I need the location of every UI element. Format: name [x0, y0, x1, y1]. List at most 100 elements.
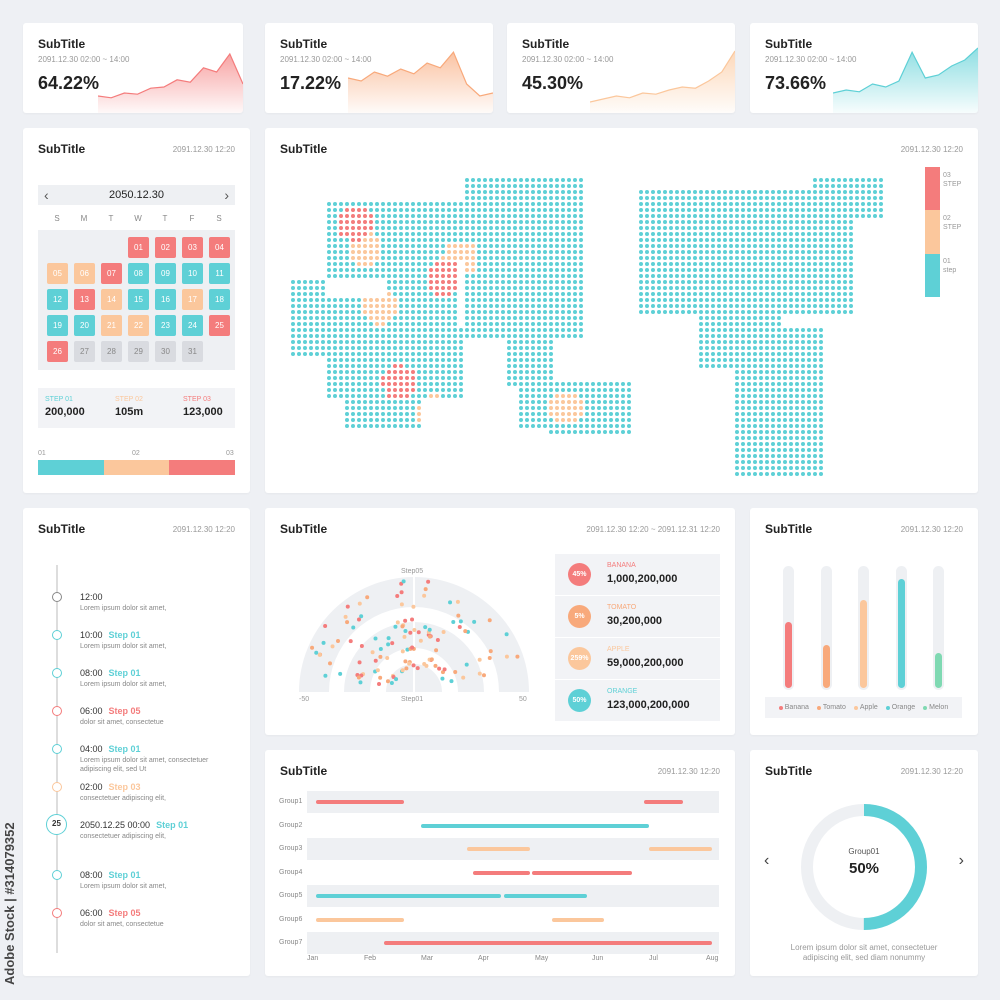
calendar-day[interactable]: 28	[101, 341, 122, 362]
map-dot	[297, 340, 301, 344]
calendar-day[interactable]: 11	[209, 263, 230, 284]
scatter-point	[429, 657, 434, 662]
map-dot	[621, 382, 625, 386]
map-dot	[555, 256, 559, 260]
map-dot	[693, 292, 697, 296]
map-dot	[831, 286, 835, 290]
calendar-day[interactable]: 18	[209, 289, 230, 310]
map-dot	[729, 268, 733, 272]
calendar-day[interactable]: 05	[47, 263, 68, 284]
map-dot	[549, 352, 553, 356]
map-dot	[387, 310, 391, 314]
calendar-day[interactable]: 21	[101, 315, 122, 336]
map-dot	[765, 394, 769, 398]
map-dot	[873, 178, 877, 182]
map-dot	[819, 208, 823, 212]
map-dot	[759, 238, 763, 242]
calendar-day[interactable]: 19	[47, 315, 68, 336]
map-dot	[531, 214, 535, 218]
calendar-day[interactable]: 23	[155, 315, 176, 336]
map-dot	[717, 328, 721, 332]
calendar-day[interactable]: 20	[74, 315, 95, 336]
calendar-day[interactable]: 07	[101, 263, 122, 284]
gantt-bar	[552, 917, 604, 922]
calendar-day[interactable]: 02	[155, 237, 176, 258]
calendar-day[interactable]: 29	[128, 341, 149, 362]
map-dot	[513, 304, 517, 308]
calendar-day[interactable]: 03	[182, 237, 203, 258]
map-dot	[447, 280, 451, 284]
map-dot	[483, 328, 487, 332]
scatter-point	[451, 620, 456, 625]
map-dot	[441, 274, 445, 278]
chevron-left-icon[interactable]: ‹	[764, 852, 770, 869]
scatter-point	[405, 647, 410, 652]
map-dot	[711, 358, 715, 362]
map-dot	[747, 256, 751, 260]
map-dot	[843, 214, 847, 218]
calendar-day[interactable]: 12	[47, 289, 68, 310]
scatter-point	[456, 613, 461, 618]
calendar-day[interactable]: 24	[182, 315, 203, 336]
map-dot	[375, 316, 379, 320]
map-dot	[417, 286, 421, 290]
map-dot	[531, 358, 535, 362]
chevron-right-icon[interactable]: ›	[224, 187, 229, 203]
map-dot	[567, 388, 571, 392]
calendar-day[interactable]: 27	[74, 341, 95, 362]
map-dot	[381, 424, 385, 428]
calendar-day[interactable]: 22	[128, 315, 149, 336]
map-dot	[753, 274, 757, 278]
map-dot	[765, 424, 769, 428]
map-dot	[777, 304, 781, 308]
calendar-day[interactable]: 31	[182, 341, 203, 362]
calendar-day[interactable]: 01	[128, 237, 149, 258]
map-dot	[741, 250, 745, 254]
map-dot	[441, 262, 445, 266]
map-dot	[765, 298, 769, 302]
chevron-right-icon[interactable]: ›	[958, 852, 964, 869]
map-dot	[813, 388, 817, 392]
chevron-left-icon[interactable]: ‹	[44, 187, 49, 203]
map-dot	[819, 298, 823, 302]
map-dot	[855, 196, 859, 200]
map-dot	[411, 250, 415, 254]
calendar-day[interactable]: 15	[128, 289, 149, 310]
timeline-time: 04:00	[80, 744, 103, 754]
map-dot	[351, 208, 355, 212]
calendar-day[interactable]: 06	[74, 263, 95, 284]
map-dot	[375, 202, 379, 206]
map-dot	[459, 376, 463, 380]
calendar-day[interactable]: 26	[47, 341, 68, 362]
map-dot	[537, 280, 541, 284]
map-dot	[357, 250, 361, 254]
bar-melon	[935, 653, 942, 688]
gantt-bar	[532, 870, 633, 875]
map-dot	[429, 322, 433, 326]
gantt-bar	[466, 847, 530, 851]
scatter-point	[314, 650, 319, 655]
map-dot	[333, 352, 337, 356]
map-dot	[453, 358, 457, 362]
map-dot	[297, 328, 301, 332]
map-dot	[765, 208, 769, 212]
map-dot	[447, 304, 451, 308]
calendar-day[interactable]: 13	[74, 289, 95, 310]
scatter-point	[330, 644, 335, 649]
map-dot	[549, 178, 553, 182]
calendar-day[interactable]: 30	[155, 341, 176, 362]
calendar-day[interactable]: 08	[128, 263, 149, 284]
map-dot	[657, 226, 661, 230]
calendar-day[interactable]: 09	[155, 263, 176, 284]
calendar-day[interactable]: 04	[209, 237, 230, 258]
calendar-day[interactable]: 10	[182, 263, 203, 284]
map-dot	[459, 334, 463, 338]
map-dot	[693, 298, 697, 302]
map-dot	[843, 256, 847, 260]
calendar-day[interactable]: 17	[182, 289, 203, 310]
calendar-day[interactable]: 25	[209, 315, 230, 336]
calendar-day[interactable]: 14	[101, 289, 122, 310]
calendar-day[interactable]: 16	[155, 289, 176, 310]
map-dot	[777, 364, 781, 368]
map-dot	[429, 262, 433, 266]
